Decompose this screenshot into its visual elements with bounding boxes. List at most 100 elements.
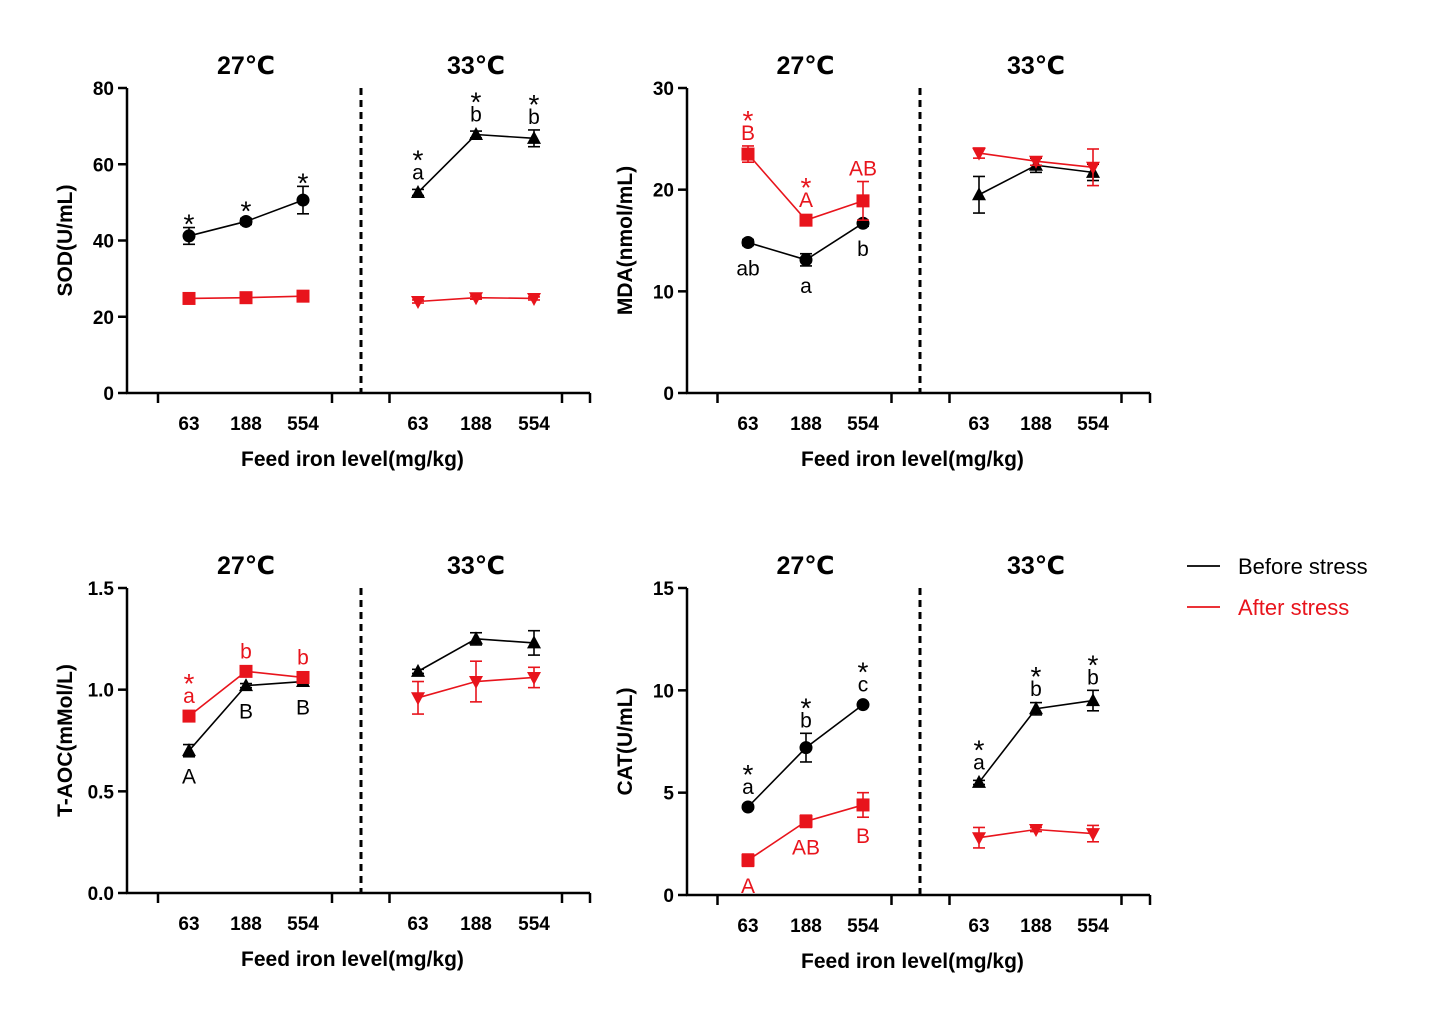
data-point: [972, 147, 986, 161]
significance-star: *: [801, 172, 812, 203]
data-point: [972, 774, 986, 788]
series-before-stress: [411, 629, 541, 677]
chart-panel-top-right: 0 10 20 30 MDA(nmol/mL) Feed iron level(mg/kg…: [614, 52, 1152, 471]
x-tick-label: 63: [178, 914, 199, 935]
significance-letter: AB: [792, 836, 820, 859]
data-point: [527, 671, 541, 685]
y-tick-label: 80: [93, 79, 114, 100]
y-axis-label: T-AOC(mMol/L): [54, 664, 77, 817]
series-before-stress: * * *: [182, 167, 310, 246]
y-tick-label: 0.0: [88, 884, 114, 905]
x-tick-label: 554: [518, 414, 550, 435]
y-tick-label: 1.5: [88, 579, 115, 600]
series-after-stress: [972, 147, 1100, 187]
data-point: [799, 741, 813, 755]
significance-star: *: [241, 195, 252, 226]
y-tick-label: 0: [663, 384, 674, 405]
x-axis-label: Feed iron level(mg/kg): [801, 950, 1024, 973]
data-point: [239, 678, 253, 692]
series-after-stress: [411, 292, 541, 309]
data-point: [182, 709, 196, 723]
chart-panel-top-left: 0 20 40 60 80 SOD(U/mL) Feed iron level(mg/kg)…: [54, 52, 592, 471]
group-title: 33℃: [1007, 52, 1065, 80]
x-tick-label: 554: [287, 914, 319, 935]
data-point: [469, 631, 483, 645]
group-title: 27℃: [776, 52, 834, 80]
x-tick-label: 188: [1020, 414, 1052, 435]
temperature-group: 27℃ 63 188 554 * * *: [178, 52, 319, 435]
data-point: [1086, 693, 1100, 707]
y-tick-label: 0.5: [88, 782, 115, 803]
chart-panel-bottom-right: 0 5 10 15 CAT(U/mL) Feed iron level(mg/kg) 27℃…: [614, 552, 1152, 973]
data-point: [296, 289, 310, 303]
legend-label: After stress: [1238, 595, 1349, 620]
significance-star: *: [801, 692, 812, 723]
x-axis-label: Feed iron level(mg/kg): [241, 448, 464, 471]
data-point: [1029, 701, 1043, 715]
significance-letter: b: [470, 104, 482, 127]
data-point: [296, 670, 310, 684]
x-tick-label: 554: [847, 916, 879, 937]
group-title: 27℃: [217, 552, 275, 580]
group-title: 27℃: [776, 552, 834, 580]
significance-letter: ab: [736, 258, 759, 281]
y-tick-label: 15: [653, 579, 675, 600]
significance-star: *: [529, 89, 540, 120]
series-after-stress: A AB B: [741, 791, 870, 898]
data-point: [411, 692, 425, 706]
legend-label: Before stress: [1238, 554, 1368, 579]
data-point: [856, 798, 870, 812]
x-axis-label: Feed iron level(mg/kg): [801, 448, 1024, 471]
chart-panel-bottom-left: 0.0 0.5 1.0 1.5 T-AOC(mMol/L) Feed iron level…: [54, 552, 592, 971]
significance-letter: a: [412, 161, 424, 184]
y-axis-label: SOD(U/mL): [54, 185, 77, 297]
x-tick-label: 188: [1020, 916, 1052, 937]
data-point: [527, 130, 541, 144]
data-point: [1086, 161, 1100, 175]
x-tick-label: 554: [847, 414, 879, 435]
data-point: [972, 187, 986, 201]
data-point: [239, 664, 253, 678]
x-tick-label: 188: [230, 914, 262, 935]
y-tick-label: 0: [103, 384, 114, 405]
data-point: [1029, 155, 1043, 169]
significance-letter: b: [240, 640, 252, 663]
x-axis-label: Feed iron level(mg/kg): [241, 948, 464, 971]
series-after-stress: B*A*AB: [741, 105, 877, 227]
significance-letter: B: [296, 697, 310, 720]
series-before-stress: a*b*c*: [741, 657, 870, 814]
x-tick-label: 63: [968, 414, 989, 435]
significance-star: *: [1031, 661, 1042, 692]
significance-letter: B: [239, 701, 253, 724]
series-after-stress: [411, 660, 541, 715]
significance-letter: a: [742, 776, 754, 799]
data-point: [239, 291, 253, 305]
data-point: [182, 291, 196, 305]
legend-item: Before stress: [1187, 554, 1368, 579]
significance-letter: AB: [849, 158, 877, 181]
x-tick-label: 188: [230, 414, 262, 435]
significance-letter: a: [973, 751, 985, 774]
data-point: [411, 663, 425, 677]
temperature-group: 33℃ 63 188 554: [407, 552, 550, 935]
significance-star: *: [858, 657, 869, 688]
data-point: [411, 184, 425, 198]
data-point: [239, 214, 253, 228]
group-title: 27℃: [217, 52, 275, 80]
data-point: [182, 743, 196, 757]
x-tick-label: 554: [518, 914, 550, 935]
y-tick-label: 60: [93, 155, 114, 176]
data-point: [411, 296, 425, 309]
series-after-stress: [972, 824, 1100, 849]
y-tick-label: 20: [653, 181, 674, 202]
series-before-stress: a*b* b*: [411, 87, 541, 198]
y-tick-label: 20: [93, 308, 114, 329]
y-tick-label: 0: [663, 886, 674, 907]
x-tick-label: 554: [287, 414, 319, 435]
data-point: [182, 229, 196, 243]
data-point: [1029, 824, 1043, 838]
significance-star: *: [1088, 649, 1099, 680]
